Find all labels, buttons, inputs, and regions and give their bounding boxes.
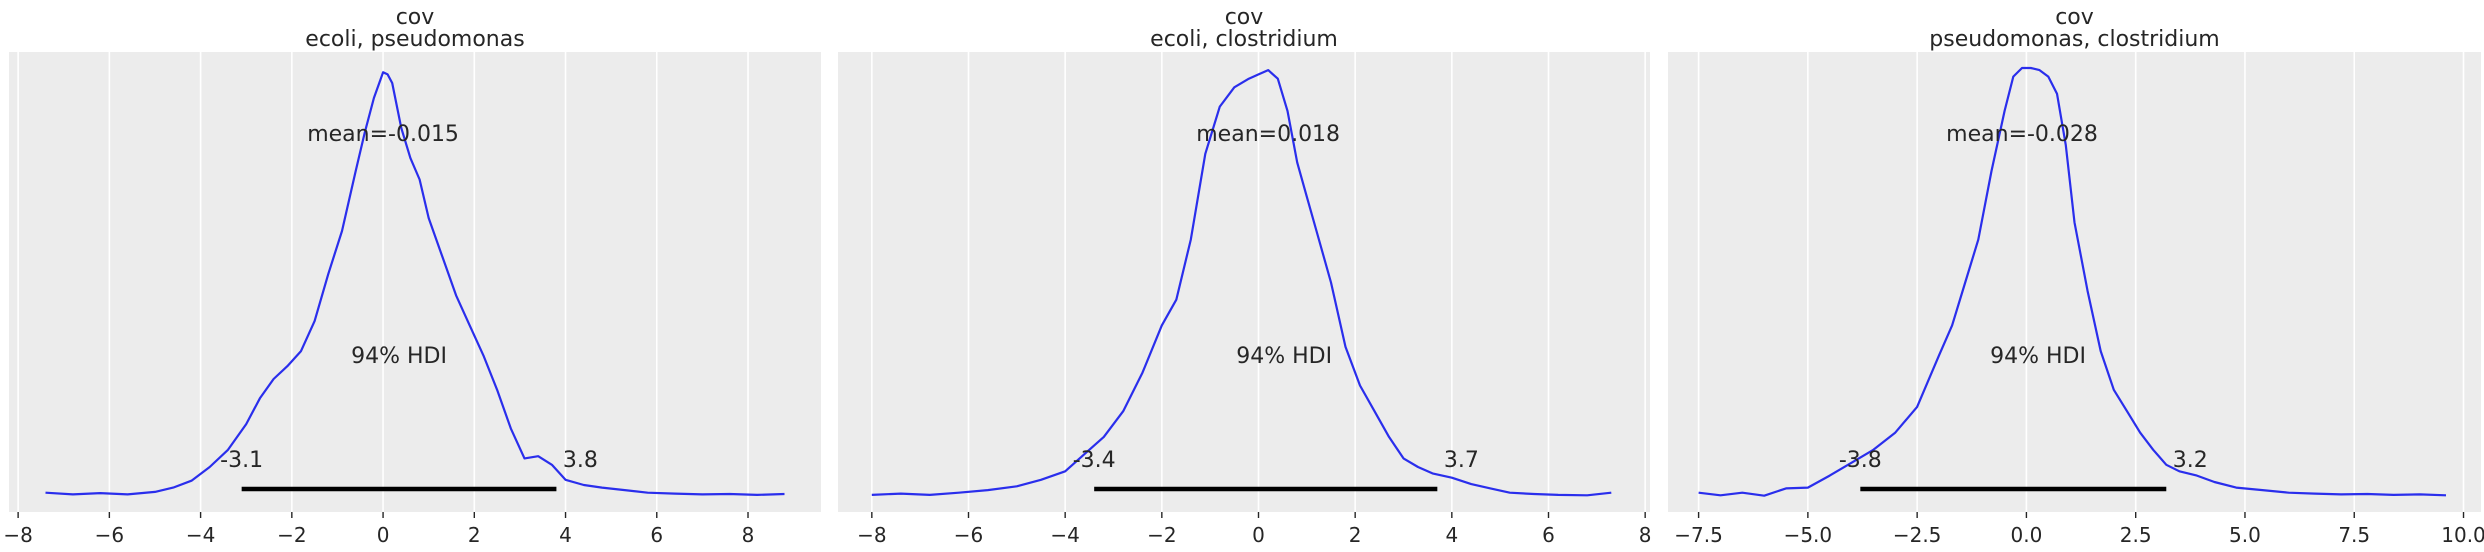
tick-label: 4 [559,523,572,547]
tick-label: 4 [1445,523,1458,547]
panel-title: cov [2055,5,2094,30]
plot-area [1668,52,2481,512]
hdi-low-label: -3.1 [220,448,263,473]
tick-label: −2.5 [1893,523,1942,547]
hdi-high-label: 3.7 [1444,448,1479,473]
plot-area [9,52,821,512]
panel-subtitle: pseudomonas, clostridium [1929,27,2219,52]
hdi-low-label: -3.4 [1073,448,1116,473]
tick-label: 5.0 [2229,523,2261,547]
hdi-label: 94% HDI [1990,344,2086,369]
hdi-label: 94% HDI [351,344,447,369]
density-line [1698,66,2447,497]
tick-label: −4 [186,523,215,547]
tick-label: −4 [1050,523,1079,547]
density-line [871,68,1612,497]
tick-label: 0.0 [2011,523,2043,547]
mean-label: mean=0.018 [1196,122,1340,147]
tick-label: −8 [857,523,886,547]
panel-subtitle: ecoli, clostridium [1150,27,1338,52]
tick-label: 8 [742,523,755,547]
hdi-high-label: 3.2 [2173,448,2208,473]
tick-label: −2 [1147,523,1176,547]
tick-label: −7.5 [1674,523,1723,547]
tick-label: 0 [1252,523,1265,547]
tick-label: 10.0 [2441,523,2484,547]
tick-label: 2.5 [2120,523,2152,547]
tick-label: −2 [277,523,306,547]
panel-title: cov [396,5,435,30]
tick-label: 2 [1349,523,1362,547]
hdi-high-label: 3.8 [563,448,598,473]
density-line [45,71,785,496]
tick-label: −6 [954,523,983,547]
panel-subtitle: ecoli, pseudomonas [305,27,524,52]
tick-label: 8 [1639,523,1652,547]
tick-label: 6 [1542,523,1555,547]
panel-title: cov [1225,5,1264,30]
hdi-label: 94% HDI [1236,344,1332,369]
tick-label: 6 [650,523,663,547]
tick-label: −5.0 [1784,523,1833,547]
mean-label: mean=-0.028 [1946,122,2098,147]
mean-label: mean=-0.015 [307,122,459,147]
tick-label: −8 [3,523,32,547]
tick-label: 0 [377,523,390,547]
tick-label: −6 [95,523,124,547]
panel-3: −7.5 −5.0 −2.5 0.0 2.5 5.0 7.5 10.0 covpseudomon… [1668,5,2484,547]
tick-label: 2 [468,523,481,547]
plot-area [838,52,1650,512]
hdi-low-label: -3.8 [1839,448,1882,473]
tick-label: 7.5 [2338,523,2370,547]
